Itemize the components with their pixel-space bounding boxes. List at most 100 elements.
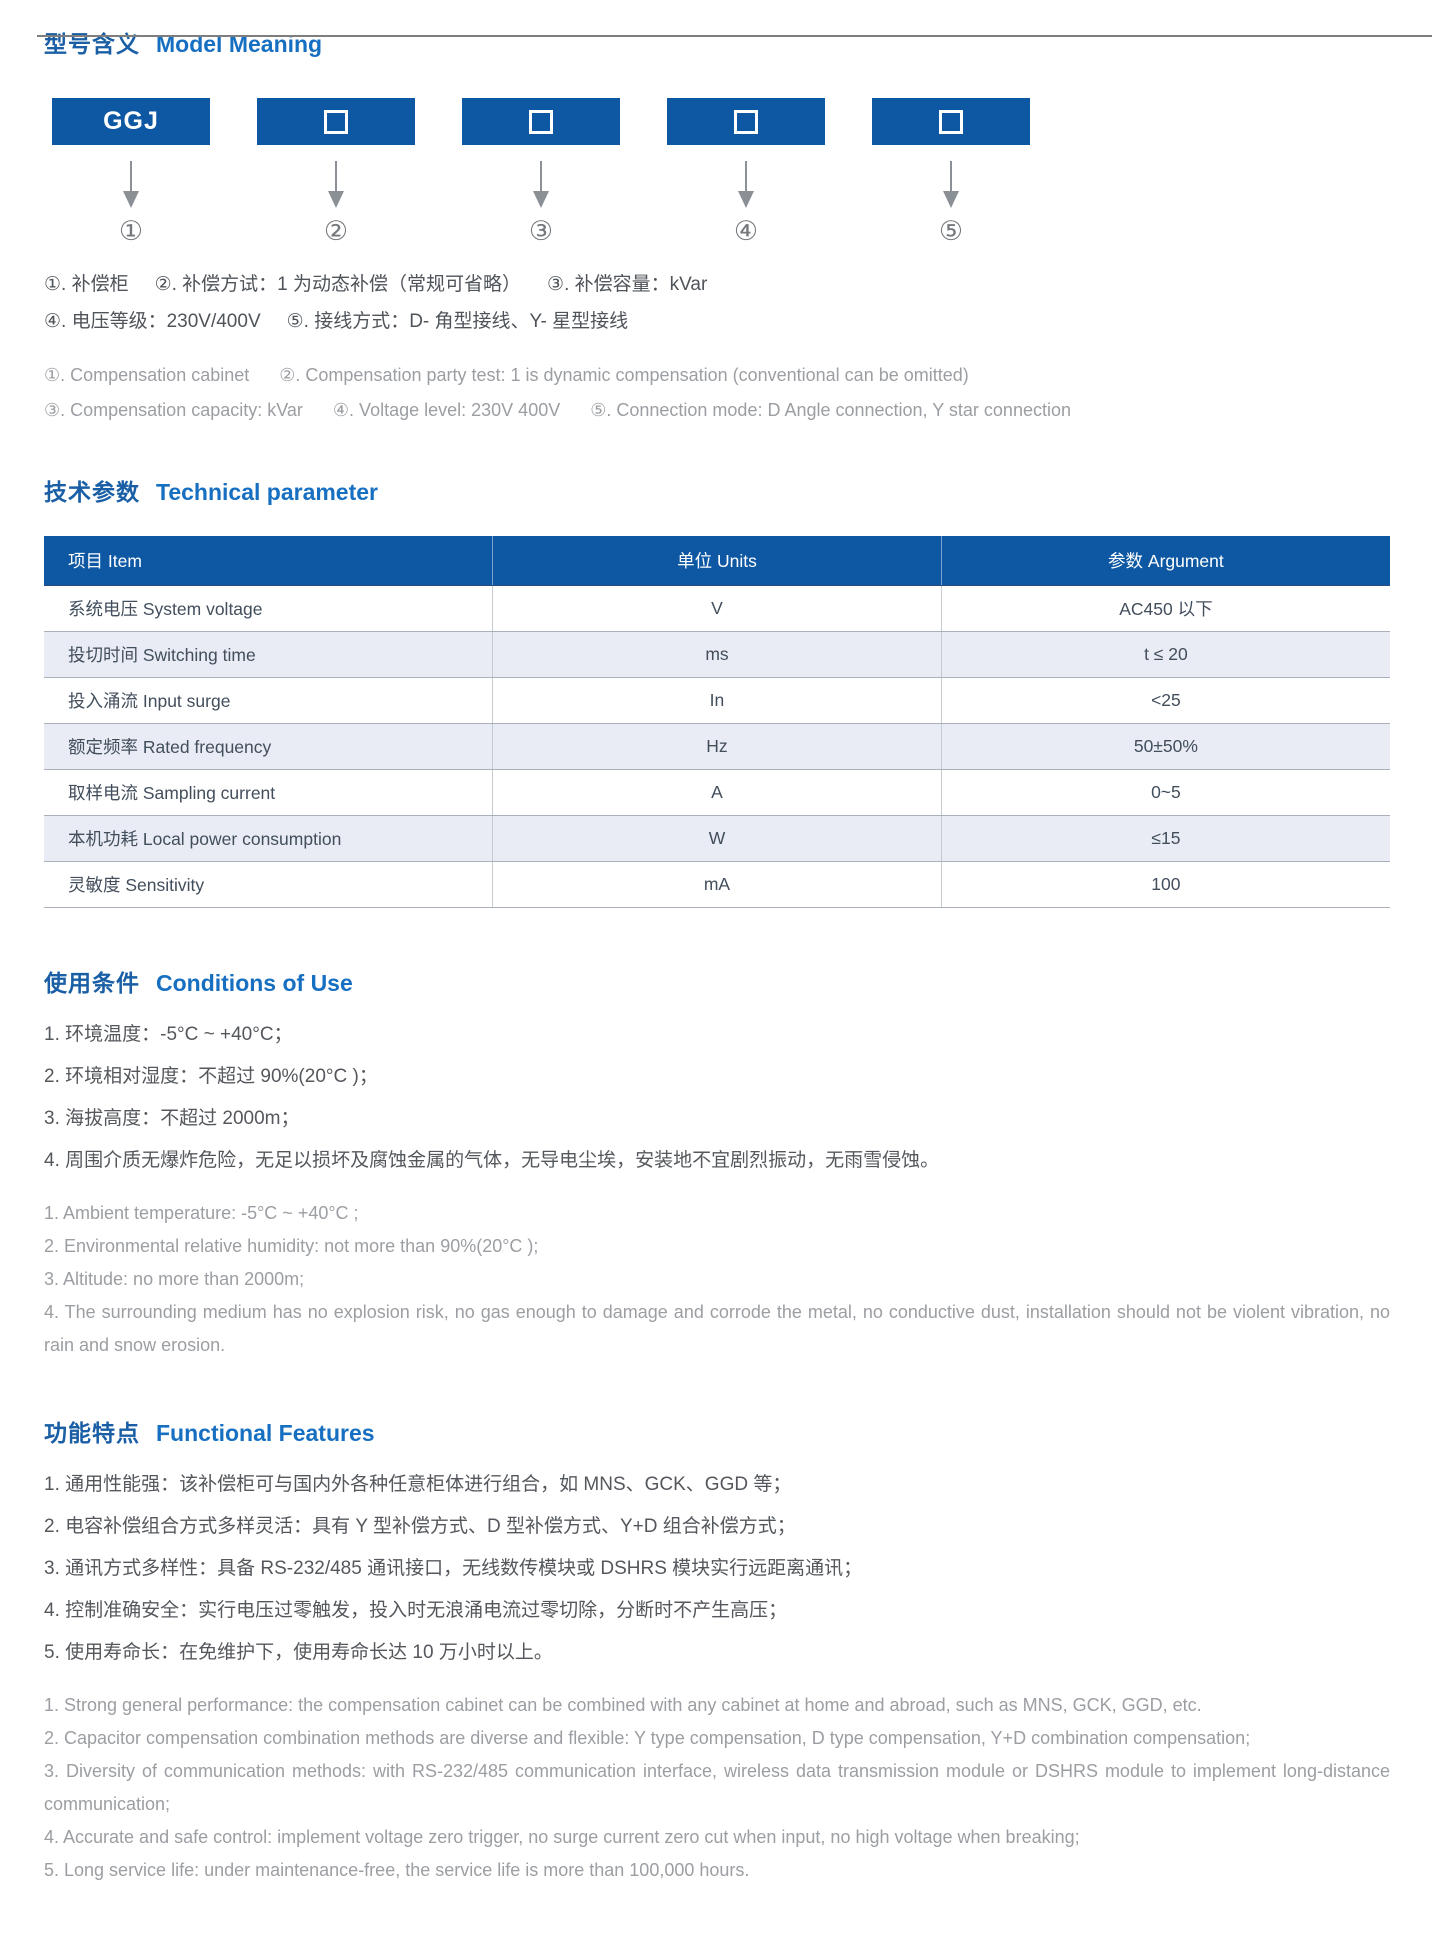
model-notes-en-line2: ③. Compensation capacity: kVar ④. Voltage… — [44, 399, 1390, 421]
square-placeholder-icon — [324, 109, 348, 134]
datasheet-page: 型号含义 Model Meaning GGJ — [0, 31, 1432, 1917]
cell-argument: t ≤ 20 — [940, 631, 1390, 678]
technical-parameter-table: 项目 Item 单位 Units 参数 Argument 系统电压 System… — [44, 536, 1390, 908]
features-item-en: 2. Capacitor compensation combination me… — [44, 1728, 1251, 1748]
features-item-zh: 1. 通用性能强：该补偿柜可与国内外各种任意柜体进行组合，如 MNS、GCK、G… — [44, 1474, 792, 1495]
cell-item: 系统电压 System voltage — [44, 585, 493, 632]
cell-unit: mA — [492, 861, 942, 908]
note-segment: ④. 电压等级：230V/400V — [44, 311, 261, 332]
cell-argument: <25 — [940, 677, 1390, 724]
features-heading-en: Functional Features — [156, 1420, 375, 1446]
conditions-heading: 使用条件 Conditions of Use — [44, 970, 1390, 997]
table-row: 系统电压 System voltage V AC450 以下 — [44, 585, 1390, 632]
cell-item: 投入涌流 Input surge — [44, 677, 493, 724]
cell-item: 投切时间 Switching time — [44, 631, 493, 678]
square-placeholder-icon — [529, 109, 553, 134]
cell-unit: ms — [492, 631, 942, 678]
arrow-row — [52, 161, 1390, 208]
conditions-item-zh: 2. 环境相对湿度：不超过 90%(20°C )； — [44, 1066, 378, 1087]
square-placeholder-icon — [939, 109, 963, 134]
features-item-en: 3. Diversity of communication methods: w… — [44, 1761, 1390, 1814]
technical-parameter-heading: 技术参数 Technical parameter — [44, 479, 1390, 506]
note-segment: ①. Compensation cabinet — [44, 365, 250, 385]
table-row: 取样电流 Sampling current A 0~5 — [44, 769, 1390, 816]
cell-item: 取样电流 Sampling current — [44, 769, 493, 816]
conditions-list-en: 1. Ambient temperature: -5°C ~ +40°C ; 2… — [44, 1197, 1390, 1362]
technical-heading-zh: 技术参数 — [44, 479, 140, 505]
table-header-row: 项目 Item 单位 Units 参数 Argument — [44, 536, 1390, 586]
top-divider-rule — [37, 35, 1432, 37]
down-arrow-icon — [462, 161, 620, 208]
circled-number-4: ④ — [733, 216, 759, 246]
down-arrow-icon — [872, 161, 1030, 208]
cell-item: 灵敏度 Sensitivity — [44, 861, 493, 908]
cell-unit: Hz — [492, 723, 942, 770]
features-item-zh: 2. 电容补偿组合方式多样灵活：具有 Y 型补偿方式、D 型补偿方式、Y+D 组… — [44, 1516, 796, 1537]
cell-argument: 50±50% — [940, 723, 1390, 770]
table-header-units: 单位 Units — [492, 536, 942, 586]
cell-argument: 0~5 — [940, 769, 1390, 816]
note-segment: ④. Voltage level: 230V 400V — [332, 400, 561, 420]
model-notes-en-line1: ①. Compensation cabinet ②. Compensation p… — [44, 364, 1390, 386]
conditions-heading-en: Conditions of Use — [156, 970, 353, 996]
conditions-item-en: 1. Ambient temperature: -5°C ~ +40°C ; — [44, 1203, 359, 1223]
model-box-4 — [667, 98, 825, 145]
conditions-item-en: 3. Altitude: no more than 2000m; — [44, 1269, 305, 1289]
table-row: 本机功耗 Local power consumption W ≤15 — [44, 815, 1390, 862]
table-header-item: 项目 Item — [44, 536, 493, 586]
conditions-item-en: 4. The surrounding medium has no explosi… — [44, 1302, 1390, 1355]
features-heading: 功能特点 Functional Features — [44, 1420, 1390, 1447]
features-item-en: 4. Accurate and safe control: implement … — [44, 1827, 1080, 1847]
circled-number-3: ③ — [528, 216, 554, 246]
model-box-ggj: GGJ — [52, 98, 210, 145]
circled-number-row: ① ② ③ ④ ⑤ — [52, 216, 1390, 246]
model-notes-zh-line2: ④. 电压等级：230V/400V ⑤. 接线方式：D- 角型接线、Y- 星型接线 — [44, 310, 1390, 333]
features-list-zh: 1. 通用性能强：该补偿柜可与国内外各种任意柜体进行组合，如 MNS、GCK、G… — [44, 1473, 1390, 1665]
conditions-item-zh: 1. 环境温度：-5°C ~ +40°C； — [44, 1024, 293, 1045]
conditions-item-en: 2. Environmental relative humidity: not … — [44, 1236, 539, 1256]
cell-unit: In — [492, 677, 942, 724]
note-segment: ②. 补偿方试：1 为动态补偿（常规可省略） — [154, 274, 522, 295]
features-item-zh: 4. 控制准确安全：实行电压过零触发，投入时无浪涌电流过零切除，分断时不产生高压… — [44, 1600, 788, 1621]
model-box-2 — [257, 98, 415, 145]
conditions-heading-zh: 使用条件 — [44, 970, 140, 996]
conditions-item-zh: 3. 海拔高度：不超过 2000m； — [44, 1108, 300, 1129]
section-conditions-of-use: 使用条件 Conditions of Use 1. 环境温度：-5°C ~ +40… — [44, 970, 1390, 1362]
features-heading-zh: 功能特点 — [44, 1420, 140, 1446]
features-item-zh: 3. 通讯方式多样性：具备 RS-232/485 通讯接口，无线数传模块或 DS… — [44, 1558, 863, 1579]
cell-item: 本机功耗 Local power consumption — [44, 815, 493, 862]
cell-argument: AC450 以下 — [940, 585, 1390, 632]
down-arrow-icon — [257, 161, 415, 208]
table-row: 灵敏度 Sensitivity mA 100 — [44, 861, 1390, 908]
note-segment: ②. Compensation party test: 1 is dynamic… — [279, 365, 969, 385]
cell-unit: A — [492, 769, 942, 816]
model-box-label: GGJ — [103, 107, 159, 135]
cell-unit: V — [492, 585, 942, 632]
square-placeholder-icon — [734, 109, 758, 134]
note-segment: ①. 补偿柜 — [44, 274, 129, 295]
features-item-en: 5. Long service life: under maintenance-… — [44, 1860, 750, 1880]
model-box-5 — [872, 98, 1030, 145]
features-item-en: 1. Strong general performance: the compe… — [44, 1695, 1202, 1715]
down-arrow-icon — [667, 161, 825, 208]
note-segment: ⑤. 接线方式：D- 角型接线、Y- 星型接线 — [286, 311, 629, 332]
table-row: 额定频率 Rated frequency Hz 50±50% — [44, 723, 1390, 770]
note-segment: ③. Compensation capacity: kVar — [44, 400, 303, 420]
down-arrow-icon — [52, 161, 210, 208]
note-segment: ⑤. Connection mode: D Angle connection, … — [590, 400, 1071, 420]
section-technical-parameter: 技术参数 Technical parameter 项目 Item 单位 Units… — [44, 479, 1390, 908]
conditions-list-zh: 1. 环境温度：-5°C ~ +40°C； 2. 环境相对湿度：不超过 90%(… — [44, 1023, 1390, 1173]
section-model-meaning: 型号含义 Model Meaning GGJ — [44, 31, 1390, 421]
technical-heading-en: Technical parameter — [156, 479, 379, 505]
table-row: 投入涌流 Input surge In <25 — [44, 677, 1390, 724]
features-item-zh: 5. 使用寿命长：在免维护下，使用寿命长达 10 万小时以上。 — [44, 1642, 553, 1663]
cell-unit: W — [492, 815, 942, 862]
table-row: 投切时间 Switching time ms t ≤ 20 — [44, 631, 1390, 678]
circled-number-5: ⑤ — [938, 216, 964, 246]
cell-item: 额定频率 Rated frequency — [44, 723, 493, 770]
note-segment: ③. 补偿容量：kVar — [547, 274, 708, 295]
conditions-item-zh: 4. 周围介质无爆炸危险，无足以损坏及腐蚀金属的气体，无导电尘埃，安装地不宜剧烈… — [44, 1150, 940, 1171]
model-box-3 — [462, 98, 620, 145]
circled-number-2: ② — [323, 216, 349, 246]
cell-argument: ≤15 — [940, 815, 1390, 862]
